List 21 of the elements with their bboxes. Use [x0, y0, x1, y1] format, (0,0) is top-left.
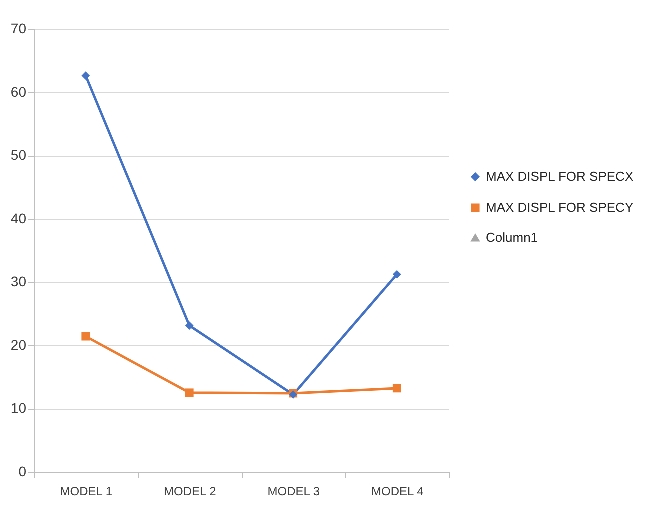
- y-tick-label: 0: [18, 464, 27, 480]
- y-tick-label: 30: [10, 274, 27, 290]
- x-tick-label: MODEL 4: [372, 484, 424, 498]
- y-tick-label: 70: [10, 20, 27, 36]
- point: [185, 388, 194, 398]
- point: [392, 384, 402, 393]
- point: [82, 72, 90, 80]
- y-tick-label: 10: [10, 400, 27, 416]
- legend-label: MAX DISPL FOR SPECX: [486, 169, 634, 184]
- y-tick-label: 60: [10, 84, 27, 100]
- x-tick-label: MODEL 3: [268, 484, 320, 498]
- legend-label: MAX DISPL FOR SPECY: [486, 200, 634, 215]
- y-tick-label: 50: [10, 147, 27, 164]
- x-tick-label: MODEL 1: [60, 484, 113, 498]
- y-tick-label: 20: [10, 336, 27, 353]
- point: [82, 332, 90, 341]
- point: [392, 270, 402, 279]
- legend-label: Column1: [486, 230, 538, 245]
- point: [185, 322, 194, 330]
- y-tick-label: 40: [10, 210, 27, 226]
- x-tick-label: MODEL 2: [164, 484, 217, 498]
